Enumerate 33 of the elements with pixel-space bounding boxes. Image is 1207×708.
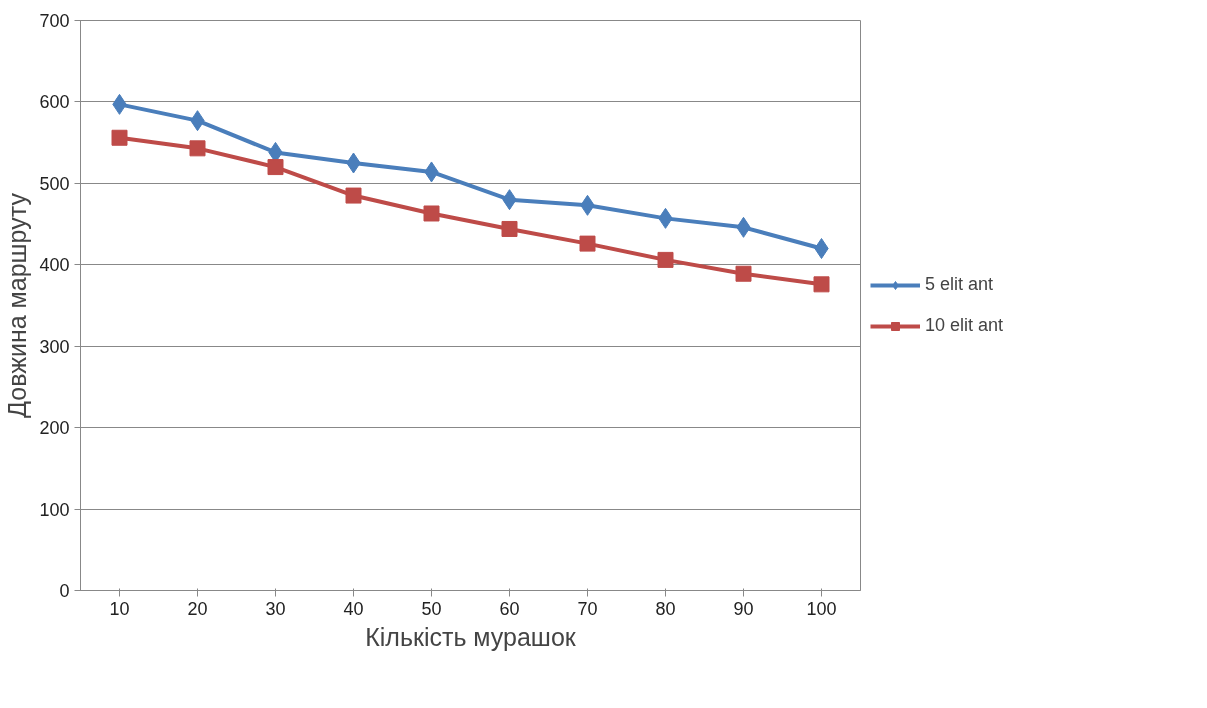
legend-label: 10 elit ant [925, 315, 1004, 336]
y-tick-label: 200 [39, 418, 70, 439]
point [345, 187, 362, 204]
y-tick-label: 700 [39, 11, 70, 31]
y-tick-label: 0 [59, 581, 70, 601]
point [189, 140, 206, 157]
x-tick-label: 70 [577, 598, 598, 619]
point [814, 238, 829, 259]
x-tick-label: 60 [499, 598, 520, 619]
x-tick-label: 50 [421, 598, 442, 619]
point [579, 235, 596, 252]
point [657, 251, 674, 268]
x-tick-label: 20 [187, 598, 208, 619]
point [501, 220, 518, 237]
x-tick-label: 100 [806, 598, 837, 619]
y-tick-label: 100 [39, 499, 70, 520]
x-tick-label: 10 [109, 598, 130, 619]
x-tick-label: 30 [265, 598, 286, 619]
legend-label: 5 elit ant [925, 274, 994, 295]
point [267, 159, 284, 176]
point [423, 205, 440, 222]
point [813, 276, 830, 293]
y-tick-label: 500 [39, 173, 70, 194]
y-tick-label: 300 [39, 336, 70, 357]
x-axis-title: Кількість мурашок [365, 622, 577, 651]
x-tick-label: 90 [733, 598, 754, 619]
y-tick-label: 400 [39, 255, 70, 276]
x-tick-label: 40 [343, 598, 364, 619]
y-tick-label: 600 [39, 92, 70, 113]
x-tick-label: 80 [655, 598, 676, 619]
y-axis-title: Довжина маршруту [3, 192, 32, 418]
point [735, 265, 752, 282]
point [111, 129, 128, 146]
